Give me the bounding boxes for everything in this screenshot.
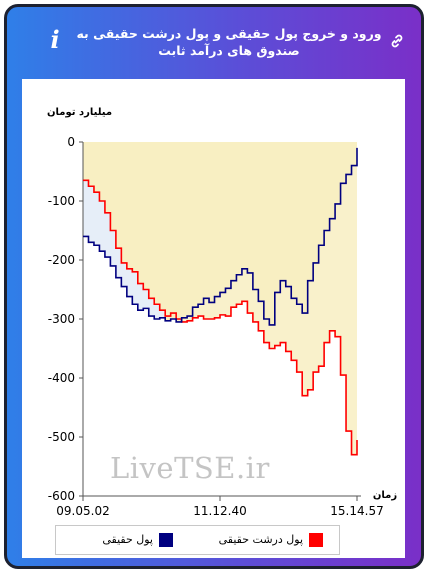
series-layer [83, 147, 358, 456]
legend-label-real: پول حقیقی [102, 533, 153, 546]
legend-item-big[interactable]: پول درشت حقیقی [219, 532, 323, 548]
x-tick-label: 15.14.57 [330, 504, 383, 518]
chart-legend: پول حقیقی پول درشت حقیقی [55, 525, 340, 555]
watermark: LiveTSE.ir [110, 451, 270, 485]
chart-card: i ورود و خروج پول حقیقی و پول درشت حقیقی… [4, 4, 424, 569]
area-layer [83, 142, 357, 455]
legend-item-real[interactable]: پول حقیقی [102, 532, 173, 548]
x-tick-label: 09.05.02 [56, 504, 109, 518]
info-icon[interactable]: i [50, 25, 60, 54]
area-fill-between [83, 147, 357, 455]
series-line-real [83, 147, 358, 326]
card-header: i ورود و خروج پول حقیقی و پول درشت حقیقی… [7, 7, 421, 77]
link-icon[interactable] [389, 33, 405, 49]
series-line-big-real [83, 179, 358, 456]
area-fill-left [83, 180, 166, 321]
y-tick-label: -300 [48, 312, 75, 326]
x-axis-title: زمان [373, 490, 397, 501]
legend-label-big: پول درشت حقیقی [218, 533, 303, 546]
y-tick-label: -600 [48, 489, 75, 503]
area-fill-real [83, 142, 357, 325]
y-tick-label: -500 [48, 430, 75, 444]
chart-panel: 0 -100 -200 -300 -400 -500 -600 09.05.02 11.12.4… [22, 79, 405, 558]
legend-swatch-real [159, 533, 173, 547]
chart-title: ورود و خروج پول حقیقی و پول درشت حقیقی ب… [76, 26, 382, 58]
y-axis-title: میلیارد تومان [47, 107, 112, 118]
axes-layer [79, 141, 361, 501]
x-tick-label: 11.12.40 [193, 504, 246, 518]
y-tick-label: -400 [48, 371, 75, 385]
legend-swatch-big [309, 533, 323, 547]
y-tick-label: 0 [67, 135, 75, 149]
y-tick-label: -200 [48, 253, 75, 267]
y-tick-label: -100 [48, 194, 75, 208]
